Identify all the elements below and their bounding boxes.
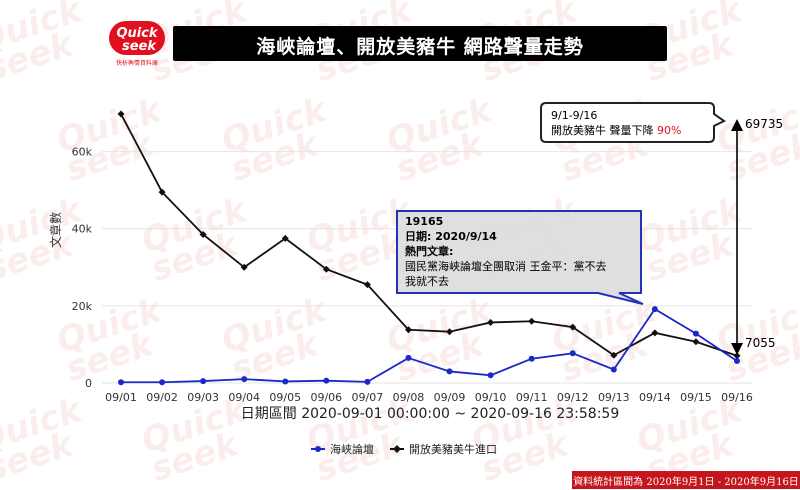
data-point-series2[interactable] bbox=[446, 328, 454, 336]
data-point-series1[interactable] bbox=[364, 378, 371, 385]
data-point-series1[interactable] bbox=[528, 355, 535, 362]
data-point-series1[interactable] bbox=[241, 376, 248, 383]
data-point-series1[interactable] bbox=[323, 377, 330, 384]
x-tick-label: 09/05 bbox=[269, 391, 301, 404]
legend-item-series2[interactable]: 開放美豬美牛進口 bbox=[390, 442, 497, 456]
x-tick-label: 09/04 bbox=[228, 391, 260, 404]
data-point-series2[interactable] bbox=[733, 352, 741, 360]
data-point-series2[interactable] bbox=[363, 281, 371, 289]
x-tick-label: 09/12 bbox=[557, 391, 589, 404]
x-tick-label: 09/09 bbox=[434, 391, 466, 404]
y-tick-labels: 0 20k 40k 60k bbox=[72, 146, 93, 390]
data-point-series2[interactable] bbox=[199, 231, 207, 238]
x-tick-label: 09/13 bbox=[598, 391, 630, 404]
data-point-series1[interactable] bbox=[692, 330, 699, 337]
data-point-series2[interactable] bbox=[158, 188, 166, 196]
data-point-series1[interactable] bbox=[734, 358, 740, 365]
x-tick-label: 09/14 bbox=[639, 391, 671, 404]
x-tick-label: 09/01 bbox=[105, 391, 137, 404]
tooltip-hot-label: 熱門文章: bbox=[405, 244, 453, 258]
data-point-series1[interactable] bbox=[405, 354, 412, 361]
quickseek-logo: Quick seek 快析輿情資料庫 bbox=[103, 17, 171, 69]
legend: 海峽論壇 開放美豬美牛進口 bbox=[311, 442, 497, 456]
callout-bubble: 9/1-9/16 開放美豬牛 聲量下降 90% bbox=[540, 102, 726, 143]
y-tick-label: 0 bbox=[85, 377, 92, 390]
y-tick-label: 40k bbox=[72, 223, 93, 236]
series-line-2 bbox=[120, 113, 738, 357]
data-point-series2[interactable] bbox=[692, 338, 700, 346]
x-tick-label: 09/15 bbox=[680, 391, 712, 404]
data-point-series1[interactable] bbox=[118, 379, 124, 386]
x-tick-label: 09/03 bbox=[187, 391, 219, 404]
data-point-series2[interactable] bbox=[610, 351, 618, 359]
data-point-series1[interactable] bbox=[651, 306, 658, 313]
data-point-series2[interactable] bbox=[322, 265, 330, 273]
x-tick-label: 09/08 bbox=[393, 391, 425, 404]
data-point-series2[interactable] bbox=[281, 234, 289, 242]
data-point-series1[interactable] bbox=[282, 378, 289, 385]
y-tick-label: 20k bbox=[72, 300, 93, 313]
svg-text:快析輿情資料庫: 快析輿情資料庫 bbox=[116, 59, 158, 67]
data-point-series1[interactable] bbox=[610, 366, 617, 373]
x-tick-labels: 09/01 09/02 09/03 09/04 09/05 09/06 09/07 09/08… bbox=[105, 391, 753, 404]
x-tick-label: 09/11 bbox=[516, 391, 548, 404]
y-tick-label: 60k bbox=[72, 146, 93, 159]
footer-bar: 資料統計區間為 2020年9月1日 - 2020年9月16日 bbox=[572, 471, 800, 489]
data-point-series1[interactable] bbox=[200, 378, 207, 385]
tooltip-box: 19165 日期: 2020/9/14 熱門文章: 國民黨海峽論壇全團取消 王金… bbox=[396, 210, 644, 305]
chart-title: 海峽論壇、開放美豬牛 網路聲量走勢 bbox=[256, 36, 584, 58]
data-point-series2[interactable] bbox=[651, 329, 659, 337]
tooltip-article-line1: 國民黨海峽論壇全團取消 王金平：黨不去 bbox=[405, 259, 607, 273]
legend-item-series1[interactable]: 海峽論壇 bbox=[311, 442, 374, 456]
svg-text:Quick: Quick bbox=[116, 26, 158, 41]
data-point-series2[interactable] bbox=[117, 110, 125, 118]
x-axis-label: 日期區間 2020-09-01 00:00:00 ~ 2020-09-16 23… bbox=[241, 406, 619, 422]
legend-label-series2: 開放美豬美牛進口 bbox=[409, 442, 497, 456]
tooltip-value: 19165 bbox=[405, 215, 443, 228]
x-tick-label: 09/07 bbox=[352, 391, 384, 404]
data-point-series2[interactable] bbox=[569, 323, 577, 331]
x-tick-label: 09/16 bbox=[721, 391, 753, 404]
data-point-series2[interactable] bbox=[487, 318, 495, 326]
data-point-series2[interactable] bbox=[240, 263, 248, 271]
range-bottom-label: 7055 bbox=[745, 336, 776, 350]
series-line-1 bbox=[121, 307, 738, 384]
tooltip-date: 日期: 2020/9/14 bbox=[405, 229, 497, 243]
tooltip-article: 國民黨海峽論壇全團取消 王金平：黨不去 我就不去 bbox=[405, 259, 610, 288]
legend-label-series1: 海峽論壇 bbox=[330, 442, 374, 456]
callout-line2: 開放美豬牛 聲量下降 90% bbox=[551, 123, 681, 137]
svg-text:seek: seek bbox=[122, 39, 157, 54]
tooltip-article-line2: 我就不去 bbox=[405, 274, 449, 288]
range-top-label: 69735 bbox=[745, 117, 783, 131]
data-point-series1[interactable] bbox=[487, 372, 494, 379]
data-point-series2[interactable] bbox=[404, 326, 412, 334]
callout-line1: 9/1-9/16 bbox=[551, 109, 597, 122]
title-bar: 海峽論壇、開放美豬牛 網路聲量走勢 bbox=[173, 26, 667, 61]
data-point-series1[interactable] bbox=[446, 368, 453, 375]
data-point-series2[interactable] bbox=[528, 317, 536, 325]
x-tick-label: 09/10 bbox=[475, 391, 507, 404]
footer-note: 資料統計區間為 2020年9月1日 - 2020年9月16日 bbox=[573, 477, 799, 488]
y-axis-label: 文章數 bbox=[48, 212, 63, 248]
x-tick-label: 09/02 bbox=[146, 391, 178, 404]
x-tick-label: 09/06 bbox=[310, 391, 342, 404]
data-point-series1[interactable] bbox=[569, 350, 576, 357]
series-markers bbox=[117, 110, 741, 386]
range-arrow bbox=[731, 119, 743, 355]
data-point-series1[interactable] bbox=[159, 379, 166, 386]
series-lines bbox=[120, 113, 738, 384]
